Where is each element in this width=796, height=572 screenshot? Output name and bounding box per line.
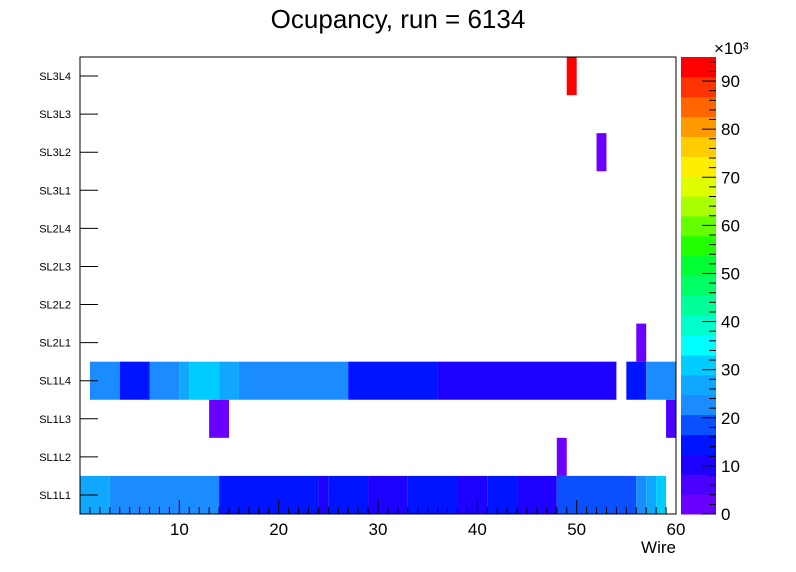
heatmap-cell [556, 437, 567, 476]
z-tick-label: 20 [721, 409, 740, 428]
heatmap-cell [666, 399, 676, 438]
heatmap-cell [209, 399, 229, 438]
axes: 10 20 30 40 50 60 SL1L1 SL1L2 SL1L3 SL1L4 SL2L1 SL2… [39, 71, 685, 539]
x-tick-label: 20 [269, 520, 288, 539]
color-bar-segment [681, 96, 716, 118]
heatmap-cell [487, 475, 518, 514]
color-bar-segment [681, 394, 716, 416]
y-tick-label: SL3L2 [39, 147, 71, 159]
heatmap-cell [179, 361, 190, 400]
x-axis-title: Wire [641, 538, 676, 557]
x-tick-label: 10 [170, 520, 189, 539]
heatmap-cell [348, 361, 438, 400]
heatmap-cell [109, 475, 220, 514]
color-bar-segment [681, 235, 716, 257]
color-bar-segment [681, 315, 716, 336]
y-tick-label: SL2L1 [39, 338, 71, 350]
color-bar-segment [681, 57, 716, 78]
heatmap-cell [596, 133, 607, 172]
color-bar-segment [681, 136, 716, 157]
heatmap-cell [656, 475, 667, 514]
color-bar-segment [681, 275, 716, 296]
color-bar-segment [681, 335, 716, 356]
color-bar-segment [681, 454, 716, 475]
z-tick-label: 70 [721, 168, 740, 187]
x-tick-label: 60 [667, 520, 686, 539]
color-bar-segment [681, 374, 716, 396]
color-bar-segment [681, 176, 716, 197]
color-bar-segment [681, 215, 716, 237]
heatmap-cell [149, 361, 180, 400]
z-tick-label: 50 [721, 264, 740, 283]
y-tick-label: SL1L2 [39, 452, 71, 464]
color-bar-segment [681, 76, 716, 98]
y-tick-label: SL3L4 [39, 71, 71, 83]
z-tick-label: 80 [721, 120, 740, 139]
y-tick-label: SL2L2 [39, 300, 71, 312]
y-tick-label: SL3L1 [39, 185, 71, 197]
y-tick-label: SL1L4 [39, 376, 71, 388]
color-bar-segment [681, 255, 716, 277]
z-scale-label: ×10³ [714, 39, 749, 58]
z-tick-label: 90 [721, 72, 740, 91]
color-bar-segment [681, 414, 716, 436]
heatmap-cell [636, 323, 647, 362]
y-tick-label: SL1L1 [39, 490, 71, 502]
heatmap-cell [119, 361, 150, 400]
y-tick-label: SL2L4 [39, 223, 71, 235]
color-bar-segment [681, 355, 716, 376]
heatmap-cell [457, 475, 488, 514]
z-tick-label: 40 [721, 313, 740, 332]
heatmap-cell [238, 361, 349, 400]
heatmap-cell [318, 475, 329, 514]
x-tick-label: 40 [468, 520, 487, 539]
z-tick-label: 60 [721, 216, 740, 235]
color-bar-segment [681, 156, 716, 177]
color-bar: 0 10 20 30 40 50 60 70 80 90 [681, 57, 740, 524]
z-tick-label: 10 [721, 457, 740, 476]
color-bar-segment [681, 295, 716, 316]
color-bar-segment [681, 434, 716, 455]
heatmap-cell [626, 361, 647, 400]
y-tick-label: SL3L3 [39, 109, 71, 121]
heatmap-cell [646, 475, 657, 514]
y-tick-label: SL2L3 [39, 261, 71, 273]
heatmap-cell [636, 475, 647, 514]
heatmap-cells [80, 57, 676, 514]
z-tick-label: 0 [721, 505, 730, 524]
color-bar-segment [681, 474, 716, 495]
x-tick-label: 50 [567, 520, 586, 539]
plot-frame [79, 56, 677, 515]
heatmap-cell [219, 361, 239, 400]
y-tick-label: SL1L3 [39, 414, 71, 426]
color-bar-segment [681, 196, 716, 217]
heatmap-cell [407, 475, 458, 514]
heatmap-cell [189, 361, 220, 400]
x-tick-label: 30 [369, 520, 388, 539]
heatmap-cell [437, 361, 617, 400]
heatmap-cell [566, 57, 577, 96]
heatmap-cell [646, 361, 676, 400]
color-bar-segment [681, 494, 716, 515]
color-bar-segment [681, 116, 716, 137]
z-tick-label: 30 [721, 361, 740, 380]
chart-title: Ocupancy, run = 6134 [271, 4, 526, 34]
